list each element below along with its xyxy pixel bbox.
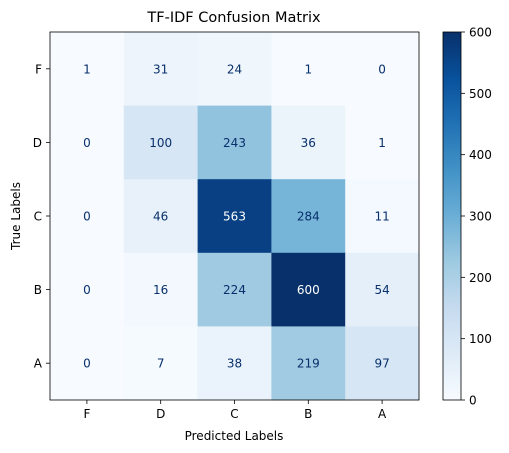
colorbar-tick-label: 100	[469, 332, 492, 346]
heatmap-cell	[123, 326, 199, 401]
cell-value-label: 600	[297, 283, 320, 297]
cell-value-label: 46	[153, 210, 168, 224]
cell-value-label: 0	[83, 136, 91, 150]
heatmap-cell	[50, 326, 125, 401]
cell-value-label: 243	[223, 136, 246, 150]
colorbar-tick-label: 500	[469, 87, 492, 101]
heatmap-cell	[271, 179, 346, 254]
cell-value-label: 38	[227, 357, 242, 371]
heatmap-cell	[197, 179, 272, 254]
y-axis-label: True Labels	[9, 182, 23, 251]
heatmap-cell	[50, 105, 125, 180]
heatmap-cell	[197, 105, 272, 180]
y-tick-label: A	[34, 357, 43, 371]
colorbar-tick-label: 0	[469, 394, 477, 408]
heatmap-cell	[345, 252, 420, 327]
heatmap-cell	[271, 32, 346, 107]
heatmap-cell	[123, 179, 199, 254]
x-tick-label: B	[304, 407, 312, 421]
x-tick-label: A	[378, 407, 387, 421]
heatmap-cell-labels: 1 31 24 1 00 100 243 36 10 46 563 284 110 16 224 600 540…	[83, 62, 390, 370]
x-tick-label: F	[83, 407, 90, 421]
cell-value-label: 284	[297, 210, 320, 224]
cell-value-label: 36	[301, 136, 316, 150]
y-tick-label: C	[34, 210, 42, 224]
cell-value-label: 0	[378, 62, 386, 76]
y-tick-label: D	[33, 136, 42, 150]
x-tick-label: C	[230, 407, 238, 421]
heatmap-cell	[123, 252, 199, 327]
cell-value-label: 1	[83, 62, 91, 76]
cell-value-label: 0	[83, 283, 91, 297]
cell-value-label: 54	[374, 283, 389, 297]
cell-value-label: 16	[153, 283, 168, 297]
heatmap-cell	[50, 252, 125, 327]
cell-value-label: 7	[157, 357, 165, 371]
chart-title: TF-IDF Confusion Matrix	[146, 10, 321, 26]
colorbar	[442, 31, 462, 401]
cell-value-label: 224	[223, 283, 246, 297]
heatmap-cell	[271, 252, 346, 327]
cell-value-label: 1	[304, 62, 312, 76]
heatmap-cell	[50, 32, 125, 107]
heatmap-cell	[50, 179, 125, 254]
cell-value-label: 0	[83, 210, 91, 224]
cell-value-label: 563	[223, 210, 246, 224]
x-tick-label: D	[156, 407, 165, 421]
heatmap-cell	[345, 32, 420, 107]
heatmap-cell	[271, 105, 346, 180]
cell-value-label: 24	[227, 62, 242, 76]
heatmap-cell	[345, 105, 420, 180]
cell-value-label: 0	[83, 357, 91, 371]
x-axis-label: Predicted Labels	[185, 429, 284, 443]
cell-value-label: 100	[149, 136, 172, 150]
cell-value-label: 1	[378, 136, 386, 150]
heatmap-cells	[50, 32, 420, 401]
heatmap-cell	[123, 105, 199, 180]
heatmap-cell	[271, 326, 346, 401]
colorbar-ticks: 0 100 200 300 400 500 600	[461, 26, 492, 408]
y-tick-label: B	[34, 283, 42, 297]
heatmap-cell	[197, 326, 272, 401]
y-tick-label: F	[35, 62, 42, 76]
y-axis-ticks: F D C B A	[33, 62, 50, 371]
colorbar-tick-label: 300	[469, 210, 492, 224]
cell-value-label: 97	[374, 357, 389, 371]
heatmap-cell	[123, 32, 199, 107]
heatmap-cell	[345, 179, 420, 254]
colorbar-tick-label: 200	[469, 271, 492, 285]
cell-value-label: 219	[297, 357, 320, 371]
cell-value-label: 31	[153, 62, 168, 76]
heatmap-cell	[197, 252, 272, 327]
heatmap-cell	[345, 326, 420, 401]
heatmap-cell	[197, 32, 272, 107]
colorbar-tick-label: 400	[469, 148, 492, 162]
cell-value-label: 11	[374, 210, 389, 224]
colorbar-tick-label: 600	[469, 26, 492, 40]
